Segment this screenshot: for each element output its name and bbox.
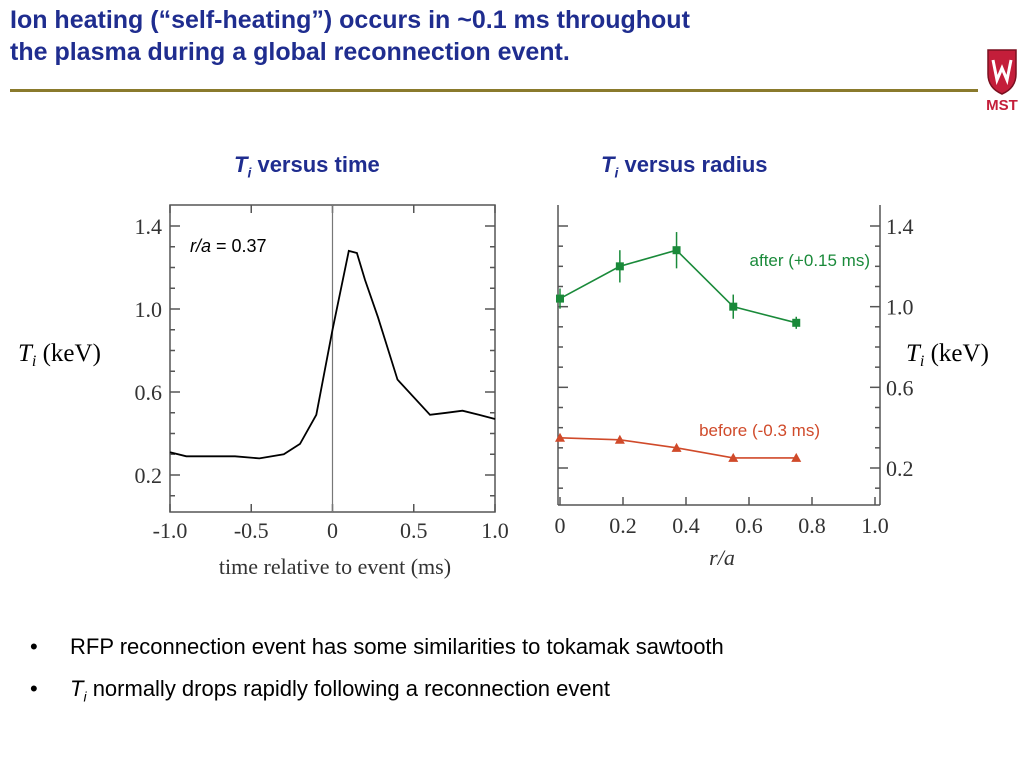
chart-time-annotation: r/a = 0.37 (190, 236, 267, 256)
annotation-value: = 0.37 (211, 236, 267, 256)
crest-letter-icon (991, 59, 1013, 86)
chart-radius-title-sub: i (614, 164, 619, 181)
x-tick-label: 0.6 (735, 513, 763, 538)
ylabel-var: T (906, 340, 922, 367)
x-tick-label: -0.5 (234, 518, 269, 543)
logo-text: MST (986, 97, 1018, 114)
annotation-var: r/a (190, 236, 211, 256)
x-tick-label: 0.2 (609, 513, 637, 538)
chart-time-title-sub: i (247, 164, 252, 181)
bullet-var: T (70, 676, 84, 701)
data-point (671, 442, 682, 452)
bullet-text: RFP reconnection event has some similari… (70, 634, 724, 659)
crest-shield-icon (987, 49, 1017, 95)
ylabel-rest: (keV) (36, 340, 101, 367)
data-point (729, 302, 738, 311)
chart-time-title: Ti versus time (234, 152, 380, 180)
chart-radius-ylabel: Ti (keV) (906, 340, 989, 370)
title-divider (10, 89, 978, 92)
legend-after-label: after (+0.15 ms) (750, 251, 870, 270)
university-crest-logo: MST (986, 49, 1018, 114)
x-tick-label: -1.0 (153, 518, 188, 543)
bullet-item: • Ti normally drops rapidly following a … (30, 672, 724, 714)
ylabel-var: T (18, 340, 34, 367)
y-tick-label: 1.0 (135, 297, 163, 322)
slide-title-line-2: the plasma during a global reconnection … (10, 38, 570, 66)
x-tick-label: 0 (327, 518, 338, 543)
data-point (728, 452, 739, 462)
data-point (792, 318, 801, 327)
chart-time-title-var: T (234, 152, 248, 177)
x-tick-label: 0.8 (798, 513, 826, 538)
chart-radius-title-var: T (601, 152, 615, 177)
chart-time-xlabel: time relative to event (ms) (219, 554, 451, 579)
y-tick-label: 1.4 (886, 214, 914, 239)
bullet-sub: i (83, 688, 87, 705)
chart-time-ylabel: Ti (keV) (18, 340, 101, 370)
slide-title: Ion heating (“self-heating”) occurs in ~… (10, 4, 950, 68)
x-tick-label: 1.0 (481, 518, 509, 543)
y-tick-label: 1.4 (135, 214, 163, 239)
bullet-text: normally drops rapidly following a recon… (86, 676, 610, 701)
data-point (615, 262, 624, 271)
x-tick-label: 0.5 (400, 518, 428, 543)
chart-radius-title: Ti versus radius (601, 152, 768, 180)
bullet-item: • RFP reconnection event has some simila… (30, 630, 724, 672)
data-point (672, 246, 681, 255)
y-tick-label: 0.2 (135, 463, 163, 488)
series-line (169, 249, 496, 460)
y-tick-label: 1.0 (886, 295, 914, 320)
data-point (556, 294, 564, 303)
ylabel-sub: i (920, 353, 924, 370)
bullet-list: • RFP reconnection event has some simila… (30, 630, 724, 714)
data-point (791, 452, 802, 462)
ylabel-sub: i (32, 353, 36, 370)
x-tick-label: 0.4 (672, 513, 700, 538)
y-tick-label: 0.2 (886, 456, 914, 481)
y-tick-label: 0.6 (135, 380, 163, 405)
bullet-icon: • (30, 676, 38, 701)
ylabel-rest: (keV) (924, 340, 989, 367)
slide-title-line-1: Ion heating (“self-heating”) occurs in ~… (10, 6, 690, 34)
chart-radius-xlabel: r/a (709, 545, 735, 570)
x-tick-label: 0 (555, 513, 566, 538)
chart-time-title-rest: versus time (251, 152, 380, 177)
x-tick-label: 1.0 (861, 513, 889, 538)
chart-radius-title-rest: versus radius (618, 152, 768, 177)
data-point (555, 432, 565, 442)
legend-before-label: before (-0.3 ms) (699, 421, 820, 440)
bullet-icon: • (30, 634, 38, 659)
data-point (614, 434, 625, 444)
y-tick-label: 0.6 (886, 375, 914, 400)
